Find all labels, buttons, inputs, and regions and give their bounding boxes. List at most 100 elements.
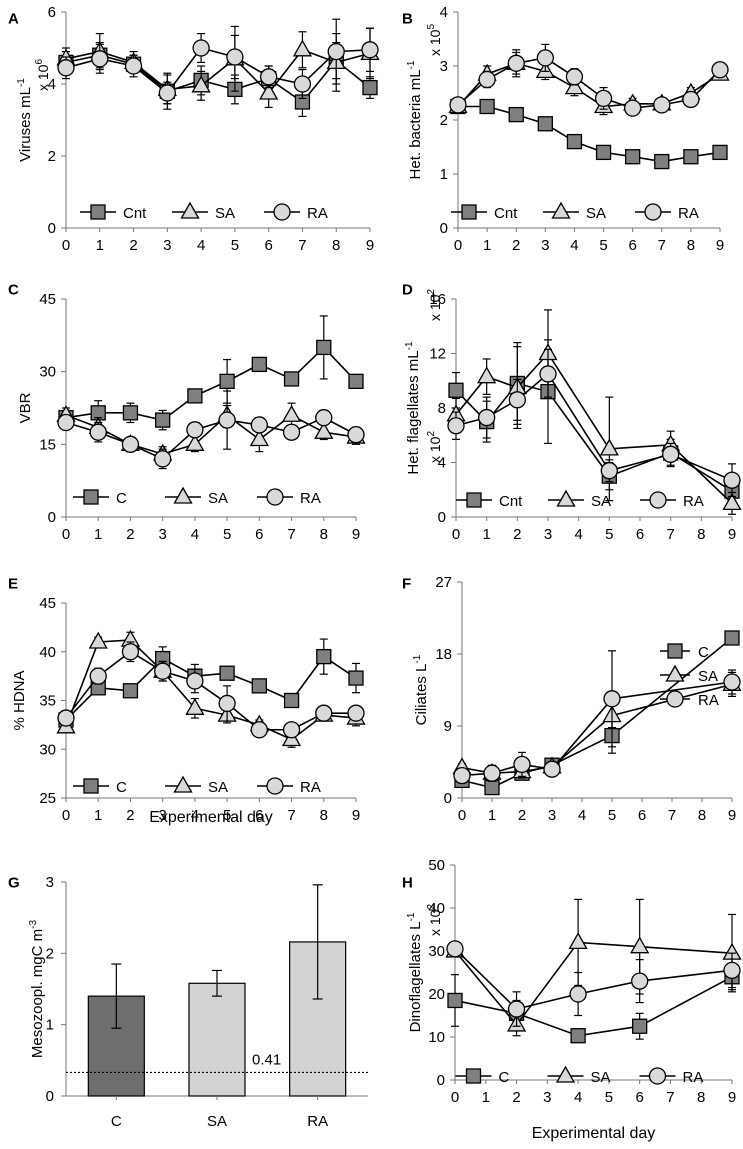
legend-marker xyxy=(667,643,683,659)
data-point xyxy=(185,434,205,451)
x-tick-label: 7 xyxy=(287,526,295,543)
x-tick-label: 3 xyxy=(548,807,556,824)
data-point xyxy=(88,631,108,649)
data-point xyxy=(682,90,700,109)
legend: Cnt SA RA xyxy=(451,201,699,222)
y-tick-label: 0 xyxy=(46,1088,54,1105)
x-tick-label: 0 xyxy=(62,526,70,543)
legend-label: RA xyxy=(683,493,704,510)
data-point xyxy=(508,391,526,409)
y-tick-label: 4 xyxy=(440,4,448,21)
legend-label: SA xyxy=(591,493,611,510)
legend: C SA RA xyxy=(73,486,321,507)
y-tick-label: 30 xyxy=(39,741,56,758)
data-point xyxy=(449,96,467,114)
data-point xyxy=(624,99,642,117)
x-tick-label: 1 xyxy=(94,807,102,824)
y-tick-label: 45 xyxy=(39,595,56,612)
x-tick-label: 9 xyxy=(728,526,736,543)
legend-label: RA xyxy=(307,205,328,222)
y-tick-label: 0 xyxy=(437,1072,445,1089)
data-point xyxy=(315,409,333,427)
y-tick-label: 4 xyxy=(48,76,56,93)
data-point xyxy=(192,39,210,57)
data-point xyxy=(630,936,650,954)
x-tick-label: 9 xyxy=(352,807,360,824)
data-point xyxy=(122,405,139,421)
y-axis-label: Het. bacteria mL-1 xyxy=(406,60,424,179)
x-tick-label: 7 xyxy=(666,1089,674,1106)
x-tick-label: 5 xyxy=(231,237,239,254)
y-tick-label: 2 xyxy=(48,148,56,165)
data-point xyxy=(569,985,587,1003)
data-point xyxy=(57,413,75,432)
x-tick-label: 7 xyxy=(666,526,674,543)
data-point xyxy=(632,1018,648,1034)
legend-label: RA xyxy=(300,779,321,796)
x-tick-label: 8 xyxy=(697,526,705,543)
data-point xyxy=(283,371,300,387)
x-tick-label: 9 xyxy=(728,807,736,824)
data-point xyxy=(347,425,365,444)
y-scale-label: x 105 xyxy=(426,24,443,56)
x-tick-label: 4 xyxy=(574,1089,582,1106)
y-axis-label: VBR xyxy=(17,392,34,423)
y-tick-label: 0 xyxy=(48,220,56,237)
series-line xyxy=(458,105,721,163)
data-point xyxy=(595,144,612,161)
data-point xyxy=(362,79,378,96)
legend-label: C xyxy=(698,644,709,661)
y-axis-label: % HDNA xyxy=(11,670,28,730)
data-point xyxy=(513,755,531,774)
x-tick-label: 6 xyxy=(255,526,263,543)
x-tick-label: 4 xyxy=(570,237,578,254)
x-tick-label: 2 xyxy=(129,237,137,254)
x-tick-label: 2 xyxy=(518,807,526,824)
data-point xyxy=(327,42,345,61)
y-tick-label: 50 xyxy=(428,857,445,874)
data-point xyxy=(724,630,740,646)
legend-marker xyxy=(173,775,193,793)
data-point xyxy=(315,704,333,722)
legend-marker xyxy=(465,1068,482,1084)
x-tick-label: 5 xyxy=(223,807,231,824)
data-point xyxy=(712,144,728,161)
x-tick-label: 3 xyxy=(543,1089,551,1106)
data-point xyxy=(662,445,680,463)
y-tick-label: 1 xyxy=(440,166,448,183)
data-point xyxy=(654,153,670,170)
x-tick-label: 8 xyxy=(332,237,340,254)
y-tick-label: 0 xyxy=(440,220,448,237)
x-tick-label: 9 xyxy=(366,237,374,254)
x-tick-label: 1 xyxy=(483,237,491,254)
x-tick-label: 3 xyxy=(158,526,166,543)
data-point xyxy=(447,992,463,1009)
legend: Cnt SA RA xyxy=(80,201,328,222)
legend-marker xyxy=(648,1067,667,1085)
data-point xyxy=(187,388,203,404)
data-point xyxy=(570,1028,586,1044)
x-tick-label: 2 xyxy=(126,807,134,824)
data-point xyxy=(565,68,584,86)
series-RA xyxy=(453,650,741,785)
legend-label: RA xyxy=(698,692,719,709)
y-scale-label: x 102 xyxy=(426,289,443,321)
y-tick-label: 27 xyxy=(435,574,452,591)
data-point xyxy=(316,648,332,665)
x-tick-label: 4 xyxy=(197,237,205,254)
data-point xyxy=(631,972,649,990)
series-RA xyxy=(57,390,365,470)
x-tick-label: 1 xyxy=(96,237,104,254)
bar-SA xyxy=(188,982,246,1097)
data-point xyxy=(507,54,525,72)
data-point xyxy=(251,678,267,694)
data-point xyxy=(124,57,143,75)
legend-label: RA xyxy=(300,490,321,507)
data-point xyxy=(543,760,561,778)
y-tick-label: 15 xyxy=(39,436,56,453)
x-tick-label: 8 xyxy=(697,1089,705,1106)
data-point xyxy=(599,438,619,456)
series-line xyxy=(457,62,721,108)
series-line xyxy=(454,976,733,1037)
x-tick-label: 5 xyxy=(605,526,613,543)
